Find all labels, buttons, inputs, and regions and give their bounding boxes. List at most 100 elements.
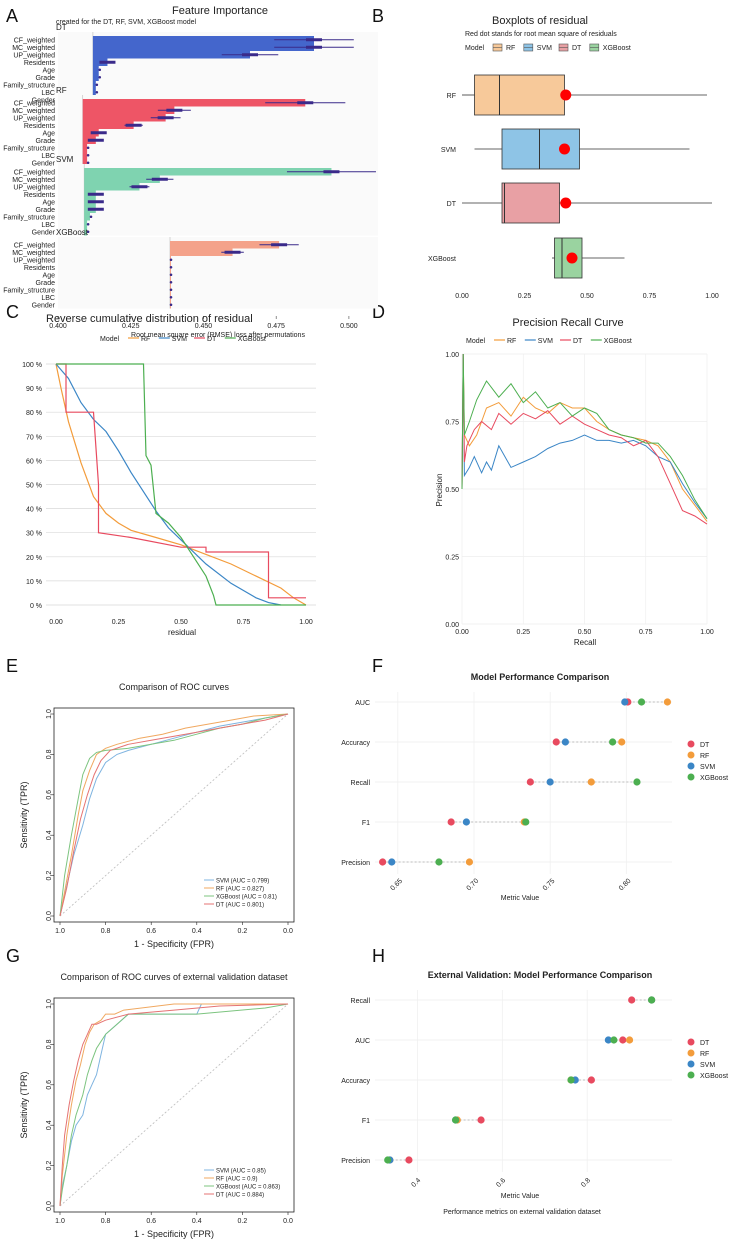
importance-bar — [92, 88, 96, 96]
metric-point-svm — [388, 858, 396, 866]
importance-point — [86, 230, 90, 234]
legend-label-dt: DT — [700, 742, 710, 749]
importance-box — [87, 200, 104, 204]
y-tick-label: 60 % — [26, 458, 42, 465]
importance-bar — [84, 175, 160, 183]
importance-point — [89, 215, 93, 219]
metric-point-rf — [465, 858, 474, 866]
legend-label-svm: SVM — [700, 764, 715, 771]
legend-label-svm: SVM (AUC = 0.85) — [216, 1169, 266, 1175]
importance-point — [86, 153, 90, 157]
legend-label-xgboost: XGBoost (AUC = 0.863) — [216, 1185, 280, 1191]
y-tick-label: 100 % — [22, 362, 42, 369]
importance-point — [169, 265, 173, 269]
series-line-svm — [55, 363, 282, 606]
feature-label: Grade — [36, 138, 56, 145]
importance-box — [224, 250, 241, 254]
feature-label: LBC — [41, 295, 55, 302]
panel-letter-F: F — [372, 656, 383, 676]
metric-point-dt — [405, 1156, 413, 1164]
importance-point — [98, 68, 102, 72]
legend-key-xgboost — [687, 773, 695, 781]
legend-key-dt — [687, 1038, 695, 1046]
x-tick-label: 0.25 — [518, 293, 532, 300]
importance-box — [87, 207, 104, 211]
metric-point-svm — [546, 778, 554, 786]
x-tick-label: 0.50 — [578, 629, 592, 636]
roc-line-dt — [59, 1003, 289, 1207]
plot-frame — [53, 997, 295, 1213]
x-tick-label: 0.65 — [389, 878, 404, 893]
metric-point-xgboost — [452, 1116, 460, 1124]
metric-point-dt — [552, 738, 560, 746]
panel-h-title: External Validation: Model Performance C… — [428, 970, 653, 980]
box-label: RF — [447, 93, 456, 100]
x-tick-label: 0.2 — [238, 1218, 248, 1225]
x-tick-label: 0.25 — [516, 629, 530, 636]
metric-point-rf — [663, 698, 672, 706]
importance-bar — [84, 213, 90, 221]
metric-label: Accuracy — [341, 1078, 370, 1085]
series-line-svm — [461, 353, 708, 520]
legend-label-svm: SVM (AUC = 0.799) — [216, 879, 269, 885]
x-tick-label: 0.50 — [580, 293, 594, 300]
legend-key-svm — [687, 1060, 695, 1068]
y-tick-label: 1.0 — [46, 709, 53, 719]
metric-label: Precision — [341, 1158, 370, 1165]
metric-label: Recall — [351, 780, 371, 787]
y-tick-label: 0.50 — [445, 487, 459, 494]
feature-label: UP_weighted — [13, 116, 55, 123]
x-tick-label: 0.425 — [122, 323, 140, 330]
importance-bar — [92, 36, 314, 44]
x-tick-label: 0.00 — [49, 619, 63, 626]
importance-box — [125, 123, 142, 127]
importance-bar — [84, 220, 88, 228]
legend-label-dt: DT — [700, 1040, 710, 1047]
y-tick-label: 50 % — [26, 483, 42, 490]
y-tick-label: 0.0 — [46, 1201, 53, 1211]
y-tick-label: 0.00 — [445, 622, 459, 629]
x-tick-label: 1.00 — [700, 629, 714, 636]
x-tick-label: 0.6 — [146, 1218, 156, 1225]
importance-point — [86, 161, 90, 165]
legend-label-xgboost: XGBoost — [700, 775, 728, 782]
x-axis-label: Root mean square error (RMSE) loss after… — [131, 332, 305, 339]
panel-f-title: Model Performance Comparison — [471, 672, 610, 682]
box-svm: SVM — [441, 128, 690, 170]
x-axis-label: Recall — [574, 638, 596, 647]
importance-bar — [84, 183, 140, 191]
title-var: residual — [549, 15, 588, 27]
metric-point-rf — [587, 778, 595, 786]
b-legend-label-rf: RF — [506, 45, 515, 52]
feature-label: Residents — [24, 60, 56, 67]
legend-label-dt: DT (AUC = 0.801) — [216, 903, 264, 909]
x-tick-label: 1.0 — [55, 1218, 65, 1225]
d-legend-title: Model — [466, 338, 486, 345]
feature-label: Gender — [32, 161, 56, 168]
facet-rf: RFCF_weightedMC_weightedUP_weightedResid… — [3, 86, 378, 168]
x-axis-label: residual — [168, 628, 196, 637]
panel-h: External Validation: Model Performance C… — [341, 970, 728, 1216]
x-tick-label: 0.8 — [101, 928, 111, 935]
roc-line-xgboost — [59, 1003, 289, 1207]
metric-label: AUC — [355, 700, 370, 707]
importance-point — [169, 258, 173, 262]
y-axis-label: Precision — [435, 474, 444, 507]
importance-bar — [170, 248, 233, 256]
x-tick-label: 1.0 — [55, 928, 65, 935]
metric-point-svm — [604, 1036, 612, 1044]
panel-letter-B: B — [372, 6, 384, 26]
roc-line-svm — [59, 1003, 288, 1207]
panel-letter-A: A — [6, 6, 18, 26]
c-legend-label-svm: SVM — [172, 336, 187, 343]
b-legend-label-svm: SVM — [537, 45, 552, 52]
rmse-dot — [560, 197, 572, 209]
roc-line-rf — [59, 713, 289, 917]
feature-label: Family_structure — [3, 288, 55, 295]
panel-d-title: Precision Recall Curve — [512, 317, 623, 329]
metric-point-xgboost — [522, 818, 530, 826]
importance-bar — [84, 168, 332, 176]
x-tick-label: 0.25 — [112, 619, 126, 626]
feature-label: Residents — [24, 123, 56, 130]
